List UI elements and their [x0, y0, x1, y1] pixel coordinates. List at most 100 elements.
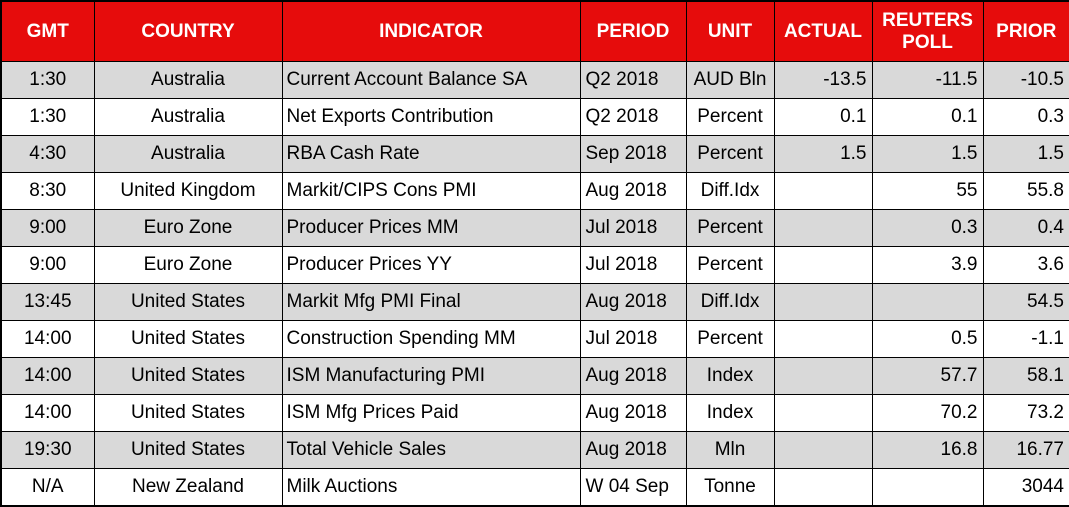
- cell-indicator: Construction Spending MM: [281, 320, 581, 358]
- cell-reuters-poll: [871, 283, 984, 321]
- cell-gmt: 13:45: [0, 283, 95, 321]
- cell-reuters-poll: 0.1: [871, 98, 984, 136]
- cell-prior: 58.1: [982, 357, 1069, 395]
- cell-reuters-poll: -11.5: [871, 61, 984, 99]
- cell-country: United Kingdom: [93, 172, 283, 210]
- cell-period: Aug 2018: [579, 431, 687, 469]
- table-row: 9:00 Euro Zone Producer Prices MM Jul 2018 P…: [0, 209, 1069, 247]
- cell-gmt: 9:00: [0, 246, 95, 284]
- cell-gmt: 1:30: [0, 61, 95, 99]
- header-indicator: INDICATOR: [281, 0, 581, 62]
- cell-prior: -1.1: [982, 320, 1069, 358]
- cell-actual: -13.5: [773, 61, 873, 99]
- cell-actual: [773, 209, 873, 247]
- cell-period: W 04 Sep: [579, 468, 687, 507]
- cell-actual: [773, 320, 873, 358]
- cell-indicator: Producer Prices YY: [281, 246, 581, 284]
- header-reuters-poll: REUTERS POLL: [871, 0, 984, 62]
- cell-country: New Zealand: [93, 468, 283, 507]
- header-country: COUNTRY: [93, 0, 283, 62]
- cell-indicator: Markit Mfg PMI Final: [281, 283, 581, 321]
- cell-actual: 1.5: [773, 135, 873, 173]
- cell-indicator: Net Exports Contribution: [281, 98, 581, 136]
- cell-reuters-poll: 3.9: [871, 246, 984, 284]
- cell-reuters-poll: 16.8: [871, 431, 984, 469]
- cell-indicator: RBA Cash Rate: [281, 135, 581, 173]
- cell-indicator: ISM Manufacturing PMI: [281, 357, 581, 395]
- header-row: GMT COUNTRY INDICATOR PERIOD UNIT ACTUAL…: [0, 0, 1069, 62]
- cell-country: United States: [93, 320, 283, 358]
- cell-indicator: Milk Auctions: [281, 468, 581, 507]
- cell-prior: 54.5: [982, 283, 1069, 321]
- cell-prior: 3.6: [982, 246, 1069, 284]
- table-row: N/A New Zealand Milk Auctions W 04 Sep Tonne…: [0, 468, 1069, 507]
- cell-actual: [773, 283, 873, 321]
- header-prior: PRIOR: [982, 0, 1069, 62]
- cell-country: United States: [93, 357, 283, 395]
- cell-indicator: Current Account Balance SA: [281, 61, 581, 99]
- table-row: 4:30 Australia RBA Cash Rate Sep 2018 Percen…: [0, 135, 1069, 173]
- cell-country: United States: [93, 431, 283, 469]
- cell-actual: [773, 172, 873, 210]
- cell-period: Aug 2018: [579, 394, 687, 432]
- cell-indicator: Markit/CIPS Cons PMI: [281, 172, 581, 210]
- cell-country: Australia: [93, 98, 283, 136]
- cell-gmt: 9:00: [0, 209, 95, 247]
- cell-gmt: 14:00: [0, 394, 95, 432]
- cell-prior: 55.8: [982, 172, 1069, 210]
- cell-period: Q2 2018: [579, 61, 687, 99]
- cell-reuters-poll: [871, 468, 984, 507]
- cell-prior: 0.4: [982, 209, 1069, 247]
- cell-gmt: 4:30: [0, 135, 95, 173]
- cell-prior: 3044: [982, 468, 1069, 507]
- cell-actual: [773, 468, 873, 507]
- cell-prior: -10.5: [982, 61, 1069, 99]
- header-actual: ACTUAL: [773, 0, 873, 62]
- cell-unit: AUD Bln: [685, 61, 775, 99]
- cell-gmt: 8:30: [0, 172, 95, 210]
- cell-prior: 16.77: [982, 431, 1069, 469]
- cell-reuters-poll: 0.5: [871, 320, 984, 358]
- table-row: 13:45 United States Markit Mfg PMI Final Au…: [0, 283, 1069, 321]
- cell-unit: Percent: [685, 320, 775, 358]
- cell-country: United States: [93, 283, 283, 321]
- header-gmt: GMT: [0, 0, 95, 62]
- table-row: 1:30 Australia Current Account Balance SA Q…: [0, 61, 1069, 99]
- cell-actual: [773, 246, 873, 284]
- cell-country: Australia: [93, 135, 283, 173]
- table-row: 1:30 Australia Net Exports Contribution Q2 …: [0, 98, 1069, 136]
- cell-unit: Percent: [685, 98, 775, 136]
- table-header: GMT COUNTRY INDICATOR PERIOD UNIT ACTUAL…: [0, 0, 1069, 62]
- table-row: 14:00 United States Construction Spending …: [0, 320, 1069, 358]
- cell-unit: Percent: [685, 135, 775, 173]
- cell-period: Jul 2018: [579, 320, 687, 358]
- cell-reuters-poll: 55: [871, 172, 984, 210]
- cell-country: Australia: [93, 61, 283, 99]
- cell-unit: Diff.Idx: [685, 283, 775, 321]
- header-period: PERIOD: [579, 0, 687, 62]
- cell-period: Jul 2018: [579, 246, 687, 284]
- cell-actual: [773, 394, 873, 432]
- cell-unit: Diff.Idx: [685, 172, 775, 210]
- cell-period: Jul 2018: [579, 209, 687, 247]
- cell-reuters-poll: 70.2: [871, 394, 984, 432]
- cell-reuters-poll: 57.7: [871, 357, 984, 395]
- cell-reuters-poll: 1.5: [871, 135, 984, 173]
- cell-period: Aug 2018: [579, 357, 687, 395]
- cell-unit: Index: [685, 394, 775, 432]
- header-unit: UNIT: [685, 0, 775, 62]
- cell-gmt: 14:00: [0, 357, 95, 395]
- cell-country: United States: [93, 394, 283, 432]
- table-row: 8:30 United Kingdom Markit/CIPS Cons PMI Au…: [0, 172, 1069, 210]
- cell-gmt: 14:00: [0, 320, 95, 358]
- cell-indicator: Producer Prices MM: [281, 209, 581, 247]
- cell-reuters-poll: 0.3: [871, 209, 984, 247]
- cell-actual: 0.1: [773, 98, 873, 136]
- cell-unit: Tonne: [685, 468, 775, 507]
- table-row: 14:00 United States ISM Manufacturing PMI A…: [0, 357, 1069, 395]
- cell-indicator: Total Vehicle Sales: [281, 431, 581, 469]
- cell-period: Q2 2018: [579, 98, 687, 136]
- cell-country: Euro Zone: [93, 246, 283, 284]
- table-body: 1:30 Australia Current Account Balance SA Q…: [0, 61, 1069, 507]
- cell-gmt: N/A: [0, 468, 95, 507]
